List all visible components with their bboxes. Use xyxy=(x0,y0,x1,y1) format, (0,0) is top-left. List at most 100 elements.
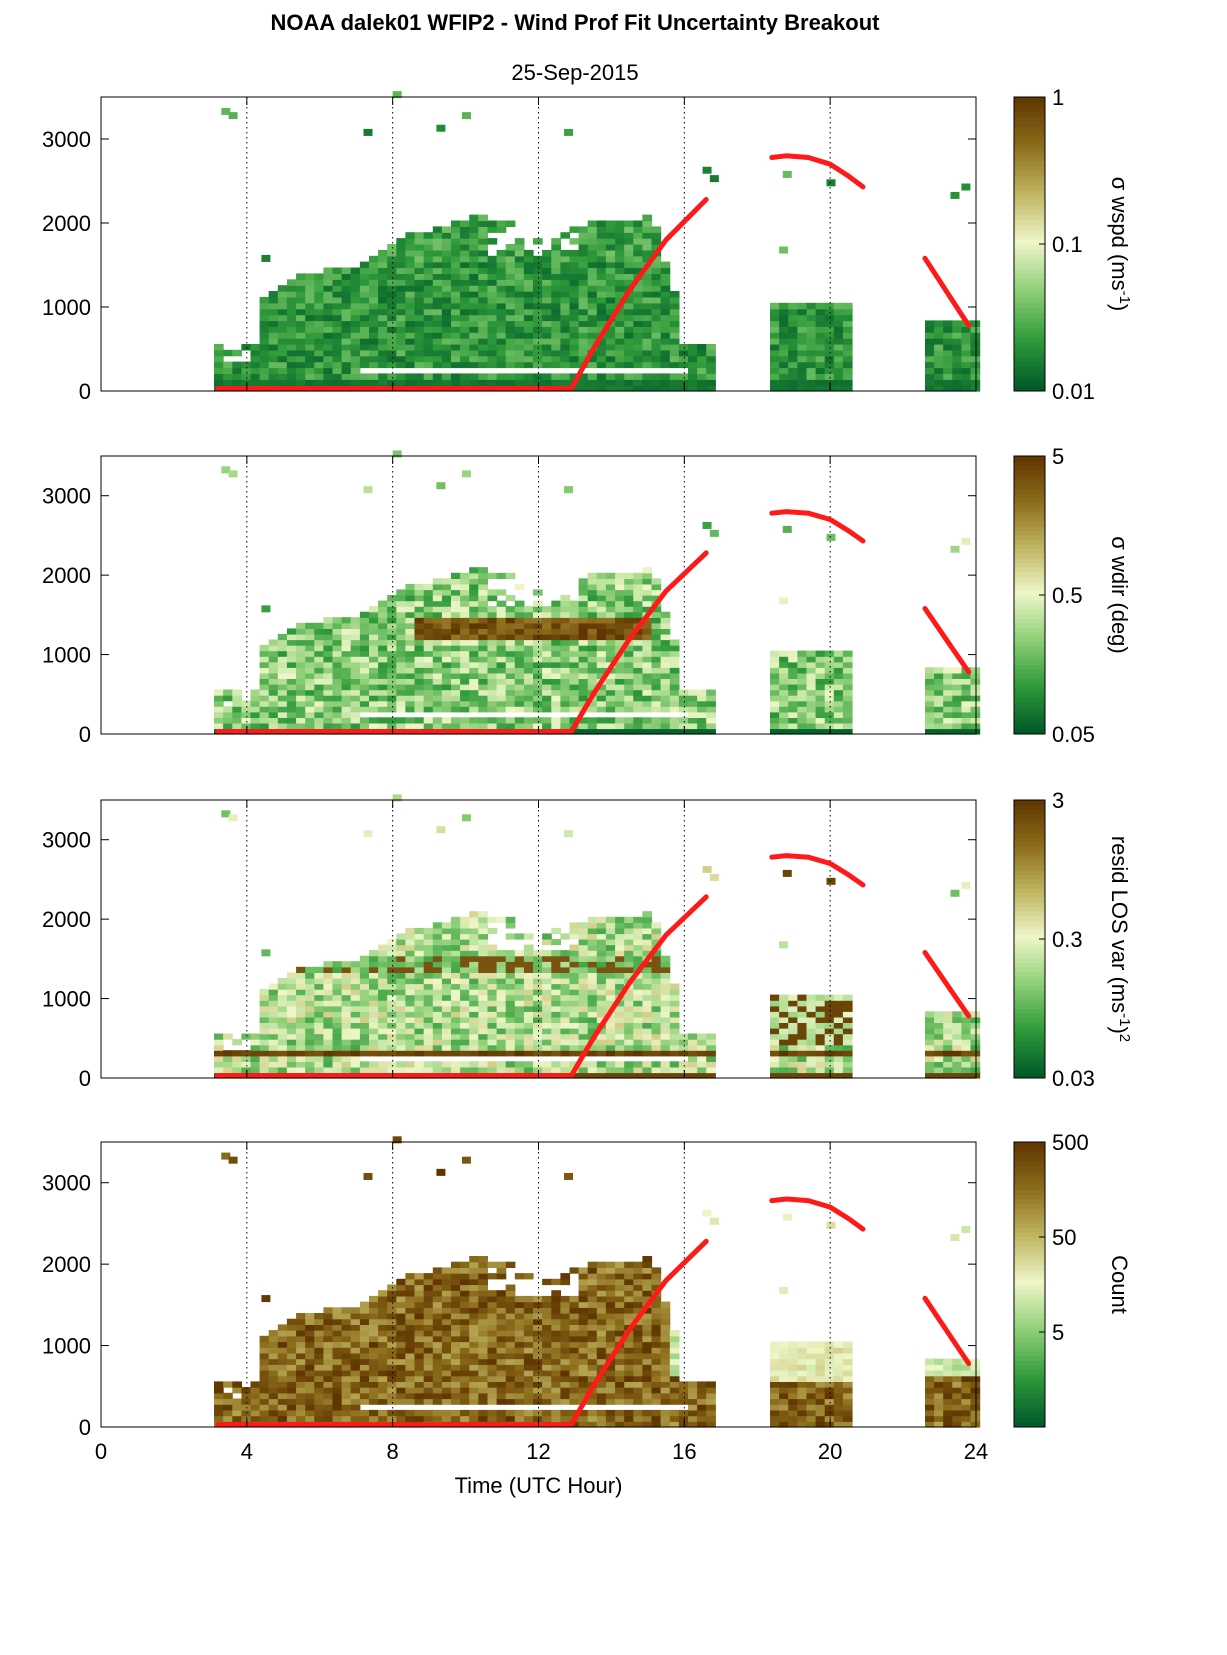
heatmap-cell xyxy=(423,361,434,369)
heatmap-cell xyxy=(815,1033,826,1040)
heatmap-cell xyxy=(305,1398,315,1405)
heatmap-cell xyxy=(824,344,835,351)
heatmap-cell xyxy=(551,722,561,730)
heatmap-cell xyxy=(441,661,452,668)
heatmap-cell xyxy=(387,1301,397,1308)
heatmap-cell xyxy=(651,1033,662,1040)
heatmap-cell xyxy=(460,977,470,985)
colorbar-swatch xyxy=(1014,860,1045,866)
heatmap-cell xyxy=(396,656,406,663)
heatmap-cell xyxy=(633,1039,643,1046)
heatmap-cell xyxy=(660,955,671,962)
heatmap-cell xyxy=(451,600,461,607)
heatmap-cell xyxy=(332,650,343,657)
heatmap-cell xyxy=(432,285,443,292)
heatmap-cell xyxy=(660,1016,671,1023)
heatmap-cell xyxy=(925,1072,935,1079)
heatmap-cell xyxy=(259,1066,270,1074)
heatmap-cell xyxy=(314,1061,324,1068)
heatmap-cell xyxy=(314,1313,324,1320)
heatmap-cell xyxy=(405,672,416,679)
heatmap-cell xyxy=(514,684,525,691)
heatmap-cell xyxy=(660,717,671,724)
heatmap-cell xyxy=(596,1050,607,1057)
heatmap-cell xyxy=(441,1267,452,1274)
colorbar-swatch xyxy=(1014,253,1045,260)
heatmap-cell xyxy=(268,656,279,663)
heatmap-cell xyxy=(660,706,671,713)
heatmap-cell xyxy=(478,595,488,602)
colorbar-swatch xyxy=(1014,567,1045,573)
heatmap-cell xyxy=(815,1016,826,1023)
heatmap-cell xyxy=(451,622,461,629)
heatmap-cell xyxy=(478,326,488,333)
heatmap-cell xyxy=(296,966,306,973)
heatmap-cell xyxy=(779,695,789,702)
colorbar-swatch xyxy=(1014,696,1045,703)
heatmap-cell xyxy=(460,572,470,579)
heatmap-cell xyxy=(615,314,625,322)
heatmap-cell xyxy=(514,639,525,646)
heatmap-cell xyxy=(432,1375,443,1382)
heatmap-cell xyxy=(305,1044,315,1051)
heatmap-cell xyxy=(277,355,288,363)
heatmap-cell xyxy=(523,338,534,345)
heatmap-cell xyxy=(396,1000,406,1007)
heatmap-cell xyxy=(605,972,616,979)
heatmap-cell xyxy=(414,1392,425,1400)
colorbar-swatch xyxy=(1014,943,1045,949)
heatmap-cell xyxy=(952,320,962,327)
heatmap-cell xyxy=(596,922,607,929)
colorbar-swatch xyxy=(1014,989,1045,996)
heatmap-cell xyxy=(405,1290,416,1297)
heatmap-cell xyxy=(323,700,334,707)
heatmap-cell xyxy=(214,361,224,369)
heatmap-cell xyxy=(314,989,324,996)
heatmap-cell xyxy=(323,1313,334,1320)
heatmap-cell xyxy=(387,695,397,702)
heatmap-cell xyxy=(405,989,416,996)
heatmap-cell xyxy=(387,1044,397,1051)
heatmap-cell xyxy=(569,1011,580,1018)
heatmap-cell xyxy=(569,989,580,996)
heatmap-cell xyxy=(496,661,507,668)
heatmap-cell xyxy=(833,302,844,310)
heatmap-cell xyxy=(496,279,507,286)
heatmap-cell xyxy=(363,830,373,838)
heatmap-cell xyxy=(709,175,719,183)
heatmap-cell xyxy=(542,622,552,629)
heatmap-cell xyxy=(633,927,643,935)
heatmap-cell xyxy=(833,1039,844,1046)
heatmap-cell xyxy=(815,332,826,339)
heatmap-cell xyxy=(633,1050,643,1057)
heatmap-cell xyxy=(305,1392,315,1400)
colorbar-swatch xyxy=(1014,465,1045,471)
colorbar-swatch xyxy=(1014,371,1045,377)
heatmap-cell xyxy=(469,911,479,918)
heatmap-cell xyxy=(305,1370,315,1377)
heatmap-cell xyxy=(423,994,434,1001)
heatmap-cell xyxy=(332,349,343,357)
heatmap-cell xyxy=(487,308,498,316)
heatmap-cell xyxy=(587,650,598,657)
heatmap-cell xyxy=(669,308,680,316)
heatmap-cell xyxy=(268,1039,279,1046)
heatmap-cell xyxy=(460,267,470,274)
heatmap-cell xyxy=(788,1044,798,1051)
heatmap-cell xyxy=(305,1039,315,1046)
heatmap-cell xyxy=(332,1335,343,1343)
heatmap-cell xyxy=(277,1011,288,1018)
heatmap-cell xyxy=(533,361,543,369)
heatmap-cell xyxy=(815,678,826,685)
heatmap-cell xyxy=(578,1072,589,1079)
heatmap-cell xyxy=(651,326,662,333)
heatmap-cell xyxy=(779,1055,789,1062)
heatmap-cell xyxy=(441,1335,452,1343)
heatmap-cell xyxy=(414,1295,425,1303)
heatmap-cell xyxy=(423,338,434,345)
heatmap-cell xyxy=(460,373,470,380)
heatmap-cell xyxy=(277,656,288,663)
heatmap-cell xyxy=(359,611,370,618)
heatmap-cell xyxy=(250,344,261,351)
heatmap-cell xyxy=(405,1273,416,1280)
